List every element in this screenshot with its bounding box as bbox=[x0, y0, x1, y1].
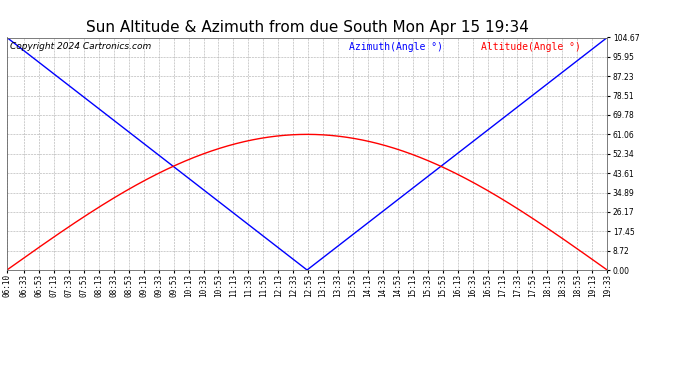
Text: Copyright 2024 Cartronics.com: Copyright 2024 Cartronics.com bbox=[10, 42, 151, 51]
Title: Sun Altitude & Azimuth from due South Mon Apr 15 19:34: Sun Altitude & Azimuth from due South Mo… bbox=[86, 20, 529, 35]
Text: Azimuth(Angle °): Azimuth(Angle °) bbox=[349, 42, 443, 52]
Text: Altitude(Angle °): Altitude(Angle °) bbox=[481, 42, 581, 52]
